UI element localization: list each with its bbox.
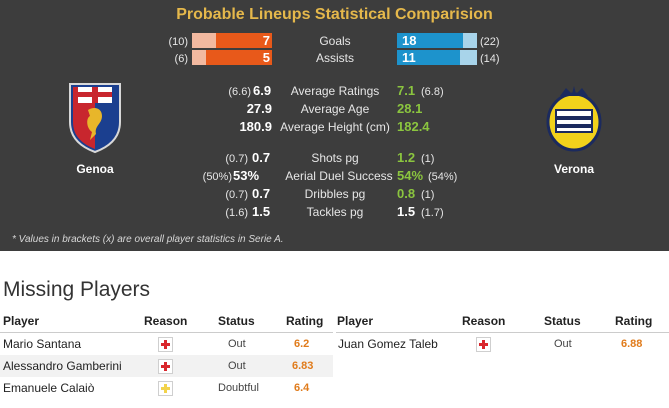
player-status: Out [228, 360, 246, 372]
player-name[interactable]: Juan Gomez Taleb [338, 337, 438, 351]
table-row: Alessandro Gamberini Out 6.83 [0, 355, 333, 377]
stat-label-assists: Assists [315, 51, 354, 65]
stat-label-avg-ratings: Average Ratings [290, 84, 380, 98]
stat-label-tackles: Tackles pg [306, 205, 364, 219]
away-team-name: Verona [553, 162, 595, 176]
home-avg-height-value: 180.9 [239, 119, 272, 134]
player-rating: 6.83 [292, 360, 314, 372]
player-name[interactable]: Alessandro Gamberini [3, 359, 122, 373]
home-shots-overall: (0.7) [225, 153, 248, 165]
home-shots-value: 0.7 [252, 150, 271, 165]
player-rating: 6.4 [294, 382, 310, 394]
away-assists-value: 11 [402, 50, 416, 65]
home-tackles-value: 1.5 [252, 204, 271, 219]
home-goals-overall: (10) [168, 36, 188, 48]
injury-icon [476, 337, 491, 352]
player-status: Out [554, 338, 572, 350]
home-team-name: Genoa [76, 162, 114, 176]
home-tackles-overall: (1.6) [225, 207, 248, 219]
away-avg-height-value: 182.4 [397, 119, 430, 134]
panel-title: Probable Lineups Statistical Comparision [176, 6, 493, 23]
player-rating: 6.88 [621, 338, 643, 350]
home-col-reason: Reason [144, 314, 188, 328]
player-status: Out [228, 338, 246, 350]
away-avg-age-value: 28.1 [397, 101, 423, 116]
home-aerial-overall: (50%) [202, 171, 232, 183]
away-tackles-overall: (1.7) [421, 207, 444, 219]
stat-label-aerial: Aerial Duel Success [285, 169, 393, 183]
away-aerial-value: 54% [397, 168, 424, 183]
home-avg-ratings-overall: (6.6) [228, 86, 251, 98]
table-row: Emanuele Calaiò Doubtful 6.4 [0, 377, 333, 399]
away-goals-value: 18 [402, 33, 417, 48]
player-rating: 6.2 [294, 338, 310, 350]
player-status: Doubtful [218, 382, 259, 394]
home-avg-ratings-value: 6.9 [253, 83, 272, 98]
player-name[interactable]: Emanuele Calaiò [3, 381, 95, 395]
stat-label-avg-height: Average Height (cm) [280, 120, 390, 134]
doubtful-icon [158, 381, 173, 396]
footnote: * Values in brackets (x) are overall pla… [12, 234, 284, 245]
away-goals-overall: (22) [480, 36, 500, 48]
stat-label-shots: Shots pg [311, 151, 359, 165]
home-dribbles-overall: (0.7) [225, 189, 248, 201]
table-row: Juan Gomez Taleb Out 6.88 [336, 333, 669, 355]
injury-icon [158, 337, 173, 352]
away-col-rating: Rating [615, 314, 653, 328]
verona-crest-icon [546, 86, 602, 152]
away-aerial-overall: (54%) [428, 171, 458, 183]
home-col-player: Player [3, 314, 40, 328]
away-header-divider [336, 332, 669, 333]
away-dribbles-value: 0.8 [397, 186, 416, 201]
away-dribbles-overall: (1) [421, 189, 435, 201]
home-col-rating: Rating [286, 314, 324, 328]
stat-label-goals: Goals [319, 34, 351, 48]
away-shots-overall: (1) [421, 153, 435, 165]
away-assists-overall: (14) [480, 53, 500, 65]
home-col-status: Status [218, 314, 255, 328]
away-col-player: Player [337, 314, 374, 328]
home-aerial-value: 53% [233, 168, 260, 183]
away-avg-ratings-overall: (6.8) [421, 86, 444, 98]
home-goals-bar [216, 33, 272, 48]
comparison-panel: Probable Lineups Statistical Comparision… [0, 0, 669, 251]
home-assists-overall: (6) [174, 53, 188, 65]
away-tackles-value: 1.5 [397, 204, 416, 219]
stat-label-avg-age: Average Age [300, 102, 370, 116]
genoa-crest-icon [69, 83, 121, 154]
home-assists-value: 5 [262, 50, 270, 65]
table-row: Mario Santana Out 6.2 [0, 333, 333, 355]
home-assists-bar [206, 50, 272, 65]
home-header-divider [0, 332, 333, 333]
home-goals-value: 7 [262, 33, 270, 48]
away-shots-value: 1.2 [397, 150, 416, 165]
injury-icon [158, 359, 173, 374]
away-col-status: Status [544, 314, 581, 328]
away-assists-bar [397, 50, 460, 65]
away-goals-bar [397, 33, 463, 48]
away-avg-ratings-value: 7.1 [397, 83, 416, 98]
home-dribbles-value: 0.7 [252, 186, 271, 201]
home-avg-age-value: 27.9 [246, 101, 272, 116]
stat-label-dribbles: Dribbles pg [304, 187, 366, 201]
player-name[interactable]: Mario Santana [3, 337, 82, 351]
missing-players-heading: Missing Players [3, 278, 151, 301]
away-col-reason: Reason [462, 314, 506, 328]
